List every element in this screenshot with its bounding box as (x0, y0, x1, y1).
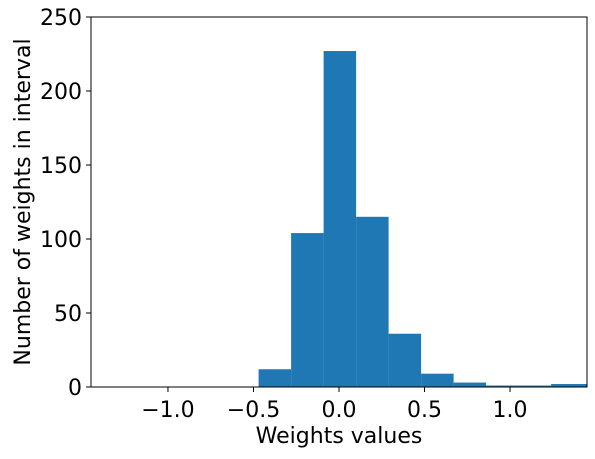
y-tick-label: 200 (40, 80, 82, 105)
y-tick-label: 250 (40, 6, 82, 31)
histogram-bar (356, 216, 389, 387)
y-tick-label: 50 (54, 302, 82, 327)
x-tick-label: 0.5 (407, 398, 442, 423)
histogram-bar (551, 384, 587, 387)
histogram-bar (388, 333, 422, 387)
y-axis-label: Number of weights in interval (11, 38, 36, 365)
histogram-bar (258, 369, 292, 387)
y-tick-label: 100 (40, 228, 82, 253)
histogram-bar (291, 233, 324, 387)
x-tick-label: 0.0 (322, 398, 357, 423)
x-tick-label: −0.5 (227, 398, 280, 423)
histogram-bar (518, 385, 552, 387)
histogram-bar (453, 382, 487, 387)
histogram-bar (421, 373, 454, 387)
histogram-bar (323, 51, 357, 387)
x-axis-label: Weights values (256, 424, 423, 449)
y-tick-label: 0 (68, 376, 82, 401)
y-tick-label: 150 (40, 154, 82, 179)
x-tick-label: −1.0 (141, 398, 194, 423)
histogram-bar (486, 385, 519, 387)
x-tick-label: 1.0 (493, 398, 528, 423)
